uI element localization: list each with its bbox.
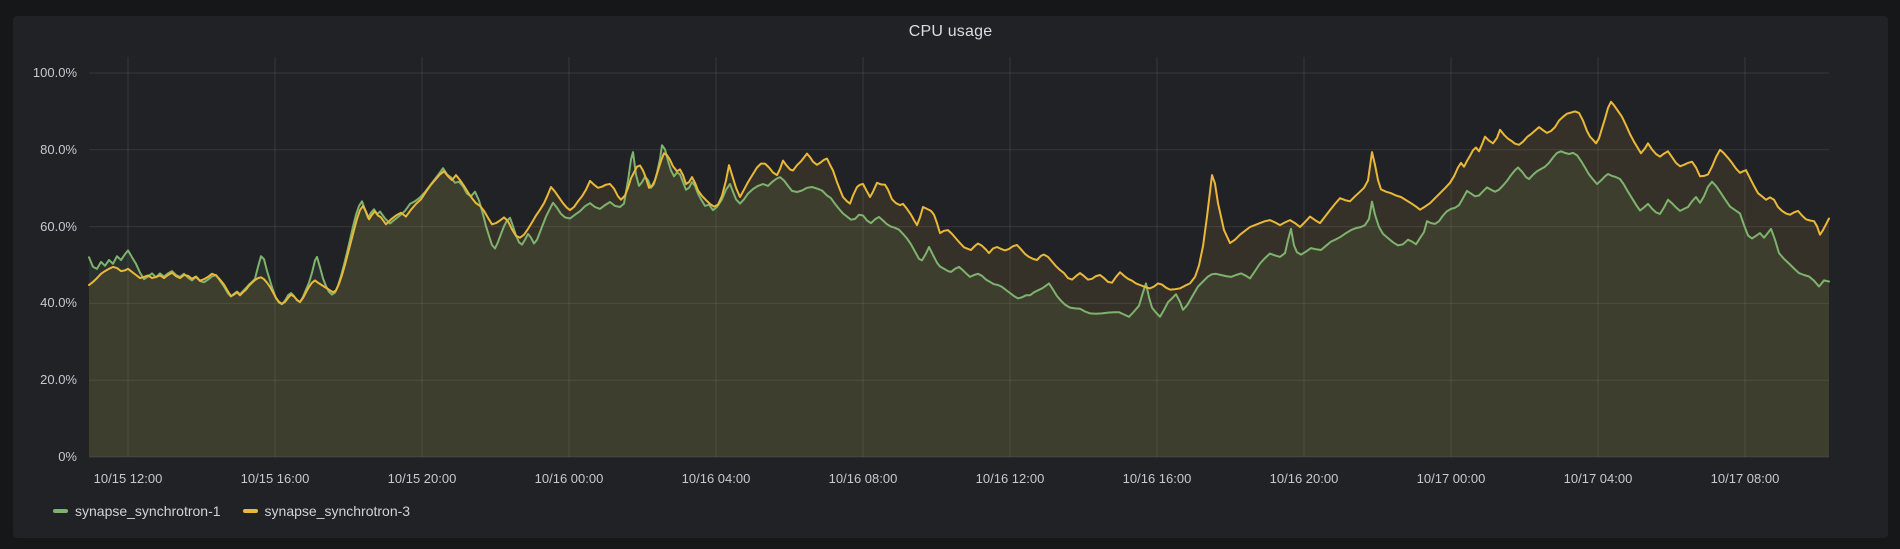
x-axis-tick-label: 10/16 16:00: [1122, 471, 1192, 486]
chart-legend: synapse_synchrotron-1 synapse_synchrotron…: [53, 503, 410, 519]
y-axis-tick-label: 20.0%: [40, 372, 77, 388]
x-axis-tick-label: 10/16 12:00: [975, 471, 1045, 486]
legend-swatch-icon[interactable]: [242, 509, 258, 513]
legend-item-synapse_synchrotron-1[interactable]: synapse_synchrotron-1: [53, 503, 221, 519]
x-axis-tick-label: 10/17 08:00: [1710, 471, 1780, 486]
panel-title[interactable]: CPU usage: [908, 23, 993, 40]
legend-label[interactable]: synapse_synchrotron-1: [75, 503, 221, 519]
x-axis-tick-label: 10/16 04:00: [681, 471, 751, 486]
y-axis-tick-label: 100.0%: [32, 65, 77, 80]
cpu-usage-panel: CPU usage 0% 20.0% 40.0% 60.0% 80.0% 100.0% 1…: [13, 16, 1888, 538]
x-axis-tick-label: 10/16 00:00: [534, 471, 604, 486]
legend-swatch-icon[interactable]: [53, 509, 68, 513]
y-axis-tick-label: 80.0%: [40, 141, 77, 157]
y-axis-tick-label: 40.0%: [40, 295, 77, 311]
x-axis-tick-label: 10/16 08:00: [828, 471, 898, 486]
series-fill-synapse_synchrotron-3: [89, 101, 1829, 458]
y-axis-tick-label: 0%: [58, 449, 77, 464]
series-line-synapse_synchrotron-3[interactable]: [88, 100, 1830, 305]
x-axis-tick-label: 10/15 16:00: [240, 471, 310, 486]
cpu-usage-chart-plot-area[interactable]: [13, 16, 1888, 538]
legend-item-synapse_synchrotron-3[interactable]: synapse_synchrotron-3: [242, 503, 411, 519]
legend-label[interactable]: synapse_synchrotron-3: [264, 503, 411, 519]
x-axis-tick-label: 10/17 04:00: [1563, 471, 1633, 486]
x-axis-tick-label: 10/15 20:00: [387, 471, 457, 486]
y-axis-tick-label: 60.0%: [40, 218, 77, 234]
x-axis-tick-label: 10/15 12:00: [93, 471, 163, 486]
x-axis-tick-label: 10/17 00:00: [1416, 471, 1486, 486]
x-axis-tick-label: 10/16 20:00: [1269, 471, 1339, 486]
series-fill-synapse_synchrotron-1: [89, 145, 1829, 457]
